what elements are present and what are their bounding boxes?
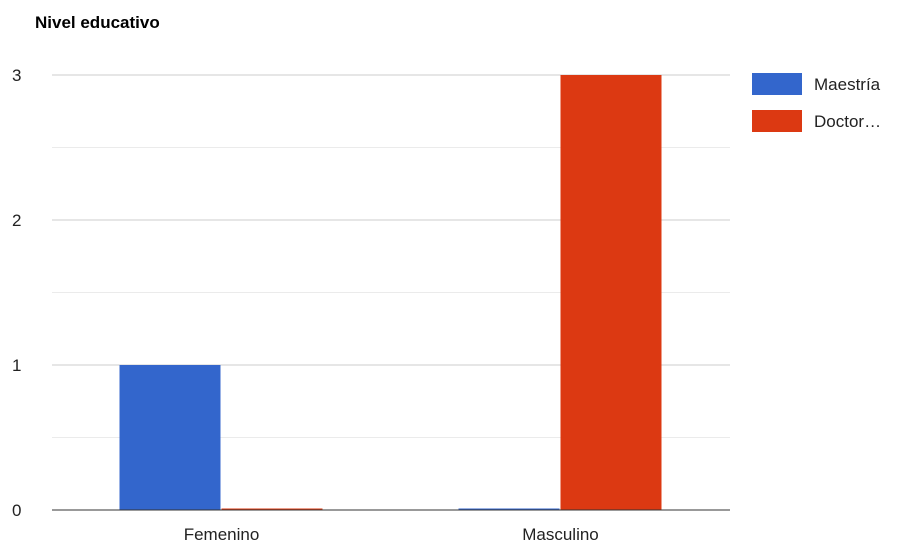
x-axis-tick-labels: Femenino Masculino (184, 525, 599, 544)
bar-masculino-series-1[interactable] (458, 508, 560, 511)
bar-femenino-series-1[interactable] (119, 365, 221, 510)
y-tick-label: 3 (12, 66, 21, 85)
bar-femenino-series-2[interactable] (221, 508, 323, 511)
y-axis-tick-labels: 0 1 2 3 (12, 66, 21, 520)
legend-swatch (752, 73, 802, 95)
y-tick-label: 0 (12, 501, 21, 520)
x-tick-label: Masculino (522, 525, 599, 544)
chart-title: Nivel educativo (35, 13, 160, 32)
legend-label: Doctor… (814, 112, 881, 131)
y-tick-label: 1 (12, 356, 21, 375)
legend-label: Maestría (814, 75, 881, 94)
bar-masculino-series-2[interactable] (560, 75, 662, 510)
y-tick-label: 2 (12, 211, 21, 230)
legend-swatch (752, 110, 802, 132)
bars (119, 75, 662, 511)
legend[interactable]: Maestría Doctor… (752, 73, 881, 132)
x-tick-label: Femenino (184, 525, 260, 544)
